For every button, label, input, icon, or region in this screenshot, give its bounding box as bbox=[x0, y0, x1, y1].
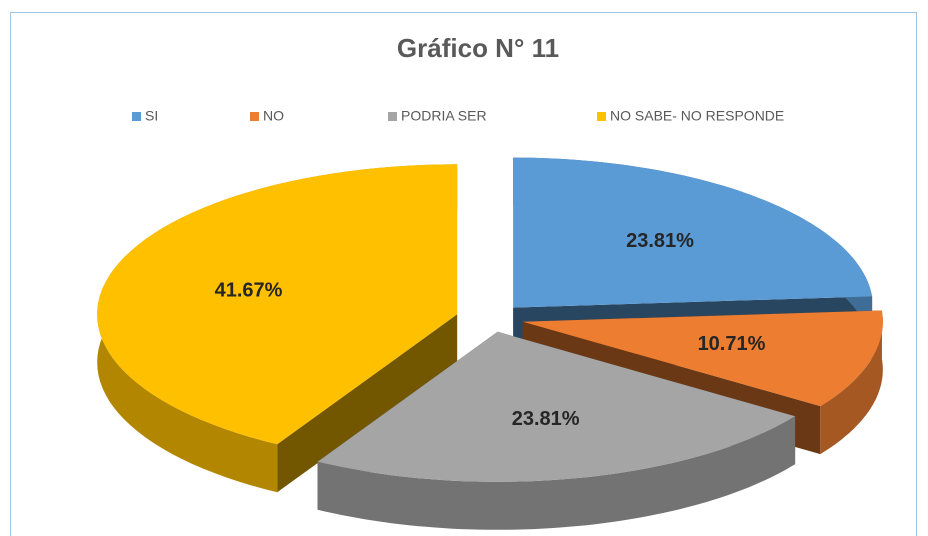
slice-side bbox=[317, 416, 796, 530]
pie-slice bbox=[317, 331, 796, 482]
data-label: 23.81% bbox=[512, 408, 580, 430]
legend-swatch bbox=[250, 112, 259, 121]
legend-swatch bbox=[388, 112, 397, 121]
data-label: 10.71% bbox=[698, 333, 766, 355]
legend-swatch bbox=[132, 112, 141, 121]
slice-wall bbox=[277, 314, 458, 493]
legend-label: PODRIA SER bbox=[401, 108, 487, 124]
pie-slice bbox=[522, 310, 883, 407]
legend-label: NO bbox=[263, 108, 284, 124]
legend-label: NO SABE- NO RESPONDE bbox=[610, 108, 784, 124]
legend-swatch bbox=[597, 112, 606, 121]
data-label: 23.81% bbox=[626, 230, 694, 252]
pie-slice bbox=[97, 164, 458, 445]
slice-side bbox=[820, 310, 883, 455]
chart-title: Gráfico N° 11 bbox=[397, 33, 559, 63]
legend-label: SI bbox=[145, 108, 158, 124]
pie-slice bbox=[513, 157, 873, 308]
data-label: 41.67% bbox=[215, 279, 283, 301]
